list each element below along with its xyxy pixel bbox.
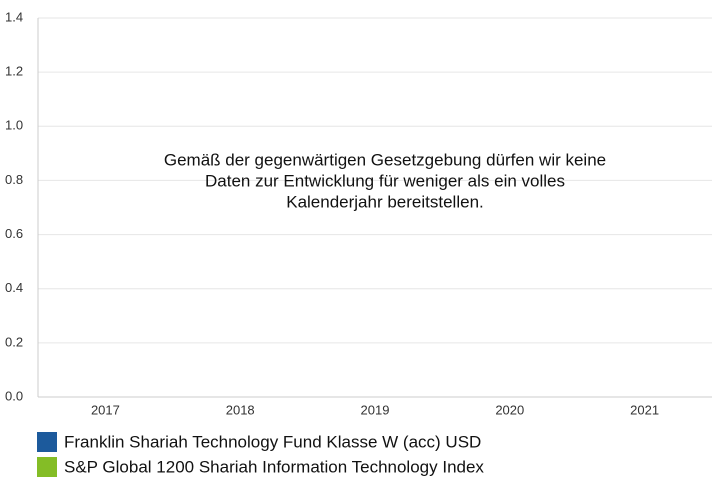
y-tick-label: 1.4	[5, 9, 23, 24]
legend-swatch	[37, 432, 57, 452]
x-tick-label: 2017	[91, 402, 120, 417]
y-tick-label: 0.2	[5, 334, 23, 349]
annotation: Daten zur Entwicklung für weniger als ei…	[205, 171, 565, 190]
x-tick-label: 2021	[630, 402, 659, 417]
legend-label: S&P Global 1200 Shariah Information Tech…	[64, 457, 484, 476]
y-tick-label: 0.6	[5, 226, 23, 241]
legend-swatch	[37, 457, 57, 477]
x-tick-label: 2019	[361, 402, 390, 417]
annotation: Kalenderjahr bereitstellen.	[286, 192, 484, 211]
legend-label: Franklin Shariah Technology Fund Klasse …	[64, 432, 481, 451]
y-tick-label: 0.4	[5, 280, 23, 295]
y-tick-label: 0.8	[5, 172, 23, 187]
y-tick-label: 1.2	[5, 64, 23, 79]
x-tick-label: 2020	[495, 402, 524, 417]
x-tick-label: 2018	[226, 402, 255, 417]
y-tick-label: 0.0	[5, 388, 23, 403]
annotation: Gemäß der gegenwärtigen Gesetzgebung dür…	[164, 150, 606, 169]
y-tick-label: 1.0	[5, 118, 23, 133]
